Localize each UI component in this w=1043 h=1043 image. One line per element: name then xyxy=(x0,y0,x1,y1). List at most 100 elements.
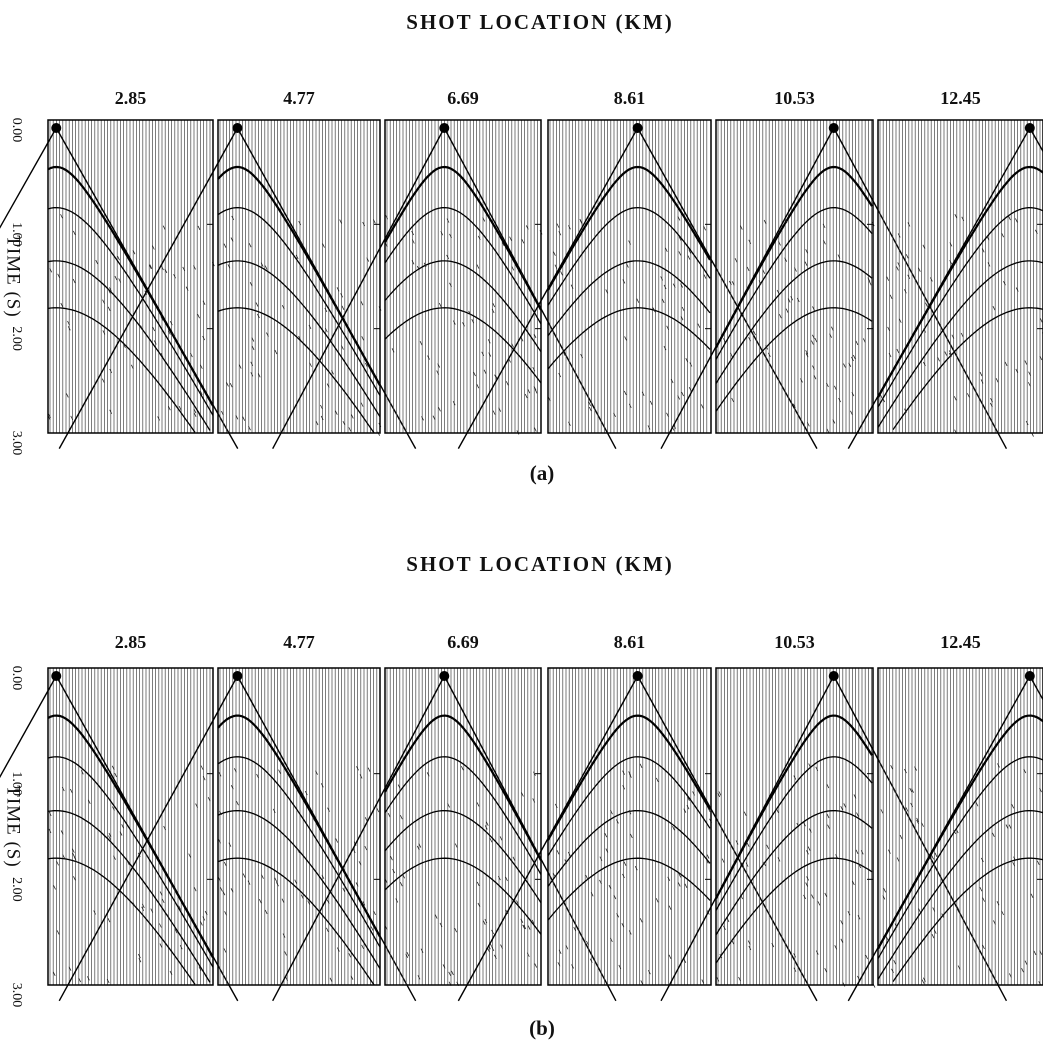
wiggle xyxy=(668,905,672,910)
wiggle xyxy=(1004,361,1008,367)
shot-label: 10.53 xyxy=(774,88,815,108)
reflection xyxy=(547,756,711,857)
wiggle xyxy=(348,427,352,432)
wiggle xyxy=(554,264,558,269)
wiggle xyxy=(806,850,809,855)
wiggle xyxy=(905,254,909,259)
y-tick-label: 3.00 xyxy=(9,983,24,1008)
wiggle xyxy=(298,220,302,226)
wiggle xyxy=(482,217,486,222)
wiggle xyxy=(202,916,206,921)
wiggle xyxy=(804,261,808,266)
wiggle xyxy=(898,318,902,323)
wiggle xyxy=(580,353,583,359)
wiggle xyxy=(385,215,389,220)
wiggle xyxy=(556,223,560,228)
source xyxy=(1024,123,1035,133)
wiggle xyxy=(932,907,936,912)
wiggle xyxy=(298,335,301,341)
wiggle xyxy=(498,407,502,412)
wiggle xyxy=(93,910,97,915)
wiggle xyxy=(109,287,112,292)
wiggle xyxy=(468,310,471,316)
wiggle xyxy=(484,918,488,924)
wiggle xyxy=(806,422,810,427)
wiggle xyxy=(961,216,965,221)
wiggle xyxy=(355,882,359,887)
wiggle xyxy=(948,352,952,358)
y-tick-label: 2.00 xyxy=(9,326,24,351)
wiggle xyxy=(981,857,984,863)
wiggle xyxy=(684,883,688,888)
wiggle xyxy=(417,975,421,980)
reflection xyxy=(384,810,542,904)
wiggle xyxy=(960,332,964,338)
wiggle xyxy=(399,881,403,887)
wiggle xyxy=(162,225,166,230)
wiggle xyxy=(130,364,134,370)
wiggle xyxy=(916,817,919,823)
wiggle xyxy=(605,289,609,294)
wiggle xyxy=(248,243,252,248)
reflection xyxy=(47,857,196,985)
wiggle xyxy=(880,809,884,814)
wiggle xyxy=(141,903,145,909)
wiggle xyxy=(826,428,830,434)
wiggle xyxy=(568,225,571,230)
wiggle xyxy=(326,899,330,904)
wiggle xyxy=(57,273,61,279)
wiggle xyxy=(826,813,830,819)
wiggle xyxy=(989,402,993,408)
wiggle xyxy=(852,354,856,360)
wiggle xyxy=(48,413,51,419)
wiggle xyxy=(556,850,560,855)
wiggle xyxy=(477,902,481,908)
wiggle xyxy=(811,894,814,899)
caption: (a) xyxy=(530,461,555,485)
wiggle xyxy=(670,378,674,384)
wiggle xyxy=(250,372,254,377)
reflection xyxy=(384,756,542,875)
wiggle xyxy=(790,296,794,301)
wiggle xyxy=(829,333,832,338)
wiggle xyxy=(837,254,841,259)
wiggle xyxy=(461,765,464,771)
wiggle xyxy=(235,415,239,420)
wiggle xyxy=(707,807,711,813)
caption: (b) xyxy=(529,1016,555,1040)
wiggle xyxy=(145,853,149,858)
wiggle xyxy=(723,338,726,343)
wiggle xyxy=(889,294,893,300)
wiggle xyxy=(308,324,312,330)
gather-frame xyxy=(47,667,214,986)
wiggle xyxy=(520,337,524,342)
wiggle xyxy=(729,280,732,286)
wiggle xyxy=(366,257,370,262)
wiggle xyxy=(677,882,681,887)
wiggle xyxy=(533,771,536,776)
wiggle xyxy=(882,397,886,403)
wiggle xyxy=(356,766,359,771)
wiggle xyxy=(190,352,193,358)
wiggle xyxy=(1008,215,1011,221)
wiggle xyxy=(488,352,492,357)
wiggle xyxy=(626,263,629,268)
wiggle xyxy=(48,828,52,834)
wiggle xyxy=(628,810,632,815)
wiggle xyxy=(554,803,558,809)
wiggle xyxy=(677,395,681,400)
wiggle xyxy=(500,784,503,790)
wiggle xyxy=(748,239,752,244)
panel: SHOT LOCATION (KM) 2.85 4.77 6.69 8.61 10.53 1… xyxy=(0,552,1043,1040)
wiggle xyxy=(907,274,911,279)
wiggle xyxy=(776,289,780,295)
wiggle xyxy=(784,257,788,262)
wiggle xyxy=(350,975,354,980)
source xyxy=(828,671,839,681)
y-axis-label: TIME (S) xyxy=(3,785,24,867)
wiggle xyxy=(663,284,667,290)
wiggle xyxy=(87,799,91,805)
source xyxy=(828,123,839,133)
wiggle xyxy=(127,860,130,866)
wiggle xyxy=(329,977,333,983)
